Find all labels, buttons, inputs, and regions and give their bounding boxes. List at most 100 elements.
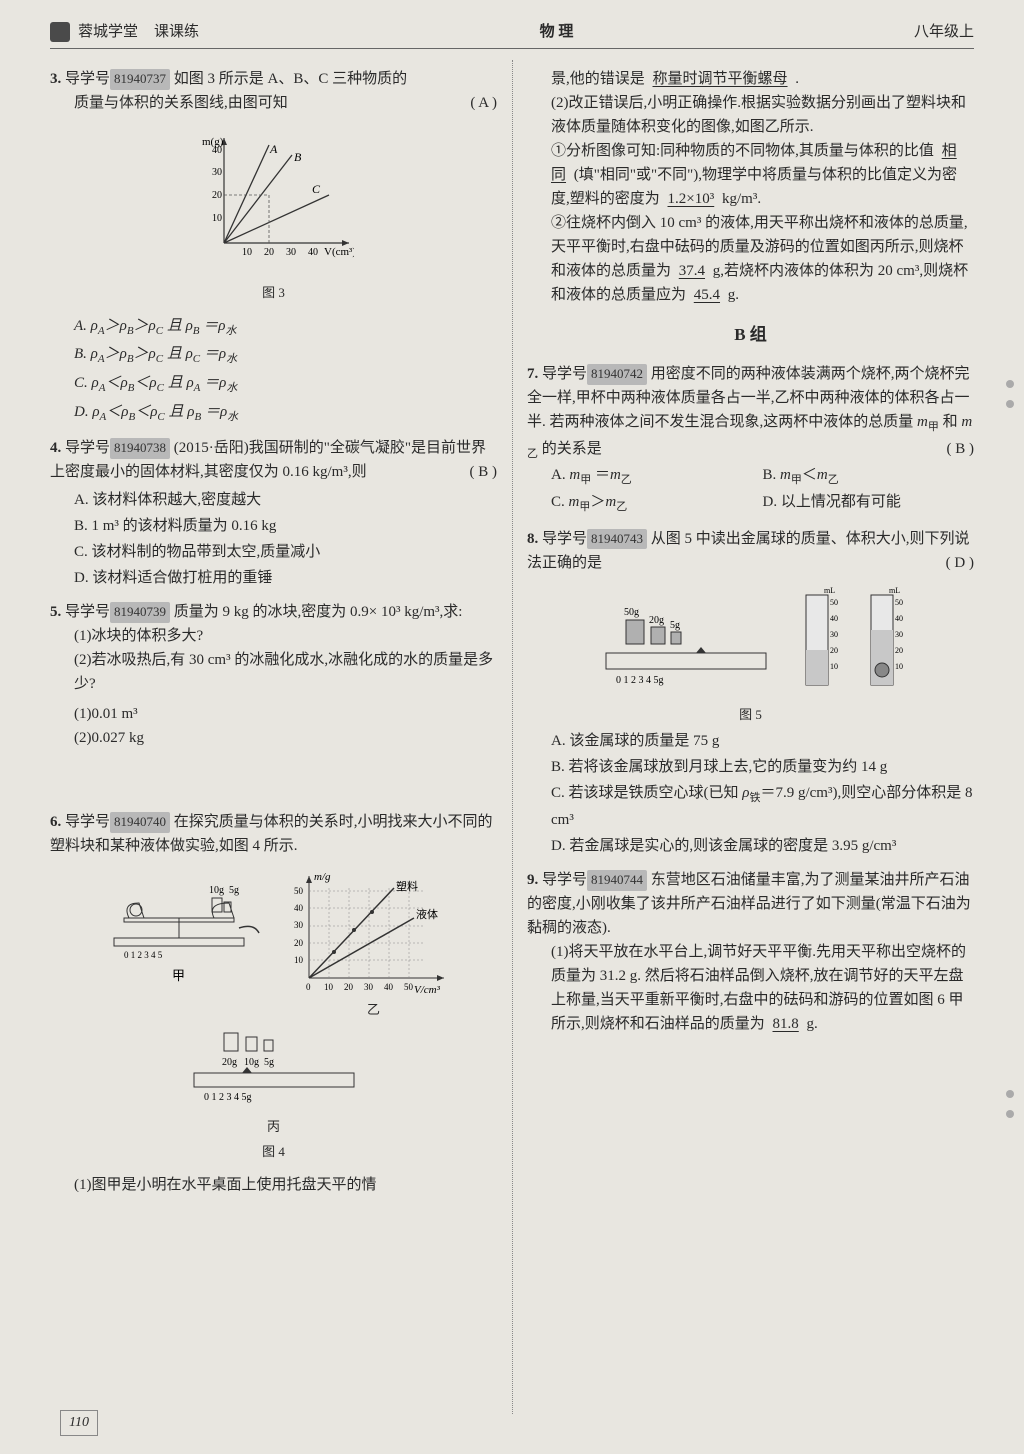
q3-opt-d: D. ρA＜ρB＜ρC 且 ρB ＝ρ水 xyxy=(74,400,497,427)
svg-text:30: 30 xyxy=(294,920,304,930)
q3-number: 3. xyxy=(50,71,61,87)
q8-opt-a: A. 该金属球的质量是 75 g xyxy=(551,729,974,753)
svg-text:30: 30 xyxy=(286,247,296,258)
svg-text:20: 20 xyxy=(830,646,838,655)
q6-err-b: . xyxy=(795,71,799,87)
q4-number: 4. xyxy=(50,440,61,456)
guide-label: 导学号 xyxy=(65,440,110,456)
q5-sub2: (2)若冰吸热后,有 30 cm³ 的冰融化成水,冰融化成的水的质量是多少? xyxy=(74,648,497,696)
svg-text:20g: 20g xyxy=(222,1057,237,1068)
p2-c: g. xyxy=(728,287,739,303)
q9-sub1-a: (1)将天平放在水平台上,调节好天平平衡.先用天平称出空烧杯的质量为 31.2 … xyxy=(551,944,966,1032)
guide-id: 81940740 xyxy=(110,812,170,833)
svg-text:30: 30 xyxy=(830,630,838,639)
q3-opt-c: C. ρA＜ρB＜ρC 且 ρA ＝ρ水 xyxy=(74,371,497,398)
figure-5: 50g 20g 5g 0 1 2 3 4 5g 50 40 30 20 10 xyxy=(527,585,974,695)
svg-text:mL: mL xyxy=(824,586,835,595)
q8-opt-b: B. 若将该金属球放到月球上去,它的质量变为约 14 g xyxy=(551,755,974,779)
logo-icon xyxy=(50,22,70,42)
question-8: 8. 导学号81940743 从图 5 中读出金属球的质量、体积大小,则下列说法… xyxy=(527,527,974,858)
svg-text:50: 50 xyxy=(830,598,838,607)
svg-text:A: A xyxy=(269,142,278,156)
q9-sub1-blank: 81.8 xyxy=(769,1016,803,1032)
fig4-bing-cap: 丙 xyxy=(50,1117,497,1138)
right-column: 景,他的错误是 称量时调节平衡螺母 . (2)改正错误后,小明正确操作.根据实验… xyxy=(527,67,974,1207)
q5-sub1: (1)冰块的体积多大? xyxy=(74,624,497,648)
svg-text:0 1 2 3 4 5g: 0 1 2 3 4 5g xyxy=(616,675,664,686)
svg-text:10: 10 xyxy=(895,662,903,671)
svg-text:20: 20 xyxy=(895,646,903,655)
fig4-caption: 图 4 xyxy=(50,1142,497,1163)
svg-text:40: 40 xyxy=(212,145,222,156)
svg-text:0 1 2 3 4 5: 0 1 2 3 4 5 xyxy=(124,950,163,960)
fig5-weights-svg: 50g 20g 5g 0 1 2 3 4 5g xyxy=(596,585,776,695)
svg-text:V(cm³): V(cm³) xyxy=(324,246,354,258)
header-left: 蓉城学堂 课课练 xyxy=(50,20,199,44)
q6-sub1: (1)图甲是小明在水平桌面上使用托盘天平的情 xyxy=(74,1173,497,1197)
p1-a: ①分析图像可知:同种物质的不同物体,其质量与体积的比值 xyxy=(551,143,934,159)
svg-text:5g: 5g xyxy=(264,1057,274,1068)
q3-text-b: 质量与体积的关系图线,由图可知 xyxy=(74,95,288,111)
q6-err-a: 景,他的错误是 xyxy=(551,71,645,87)
binding-hole-icon xyxy=(1006,400,1014,408)
svg-text:40: 40 xyxy=(895,614,903,623)
guide-id: 81940742 xyxy=(587,364,647,385)
svg-text:mL: mL xyxy=(889,586,900,595)
fig5-caption: 图 5 xyxy=(527,705,974,726)
ruler-bing-svg: 20g 10g 5g 0 1 2 3 4 5g xyxy=(174,1025,374,1105)
q8-opt-c: C. 若该球是铁质空心球(已知 ρ铁＝7.9 g/cm³),则空心部分体积是 8… xyxy=(551,781,974,832)
fig3-caption: 图 3 xyxy=(50,283,497,304)
svg-text:V/cm³: V/cm³ xyxy=(414,984,441,996)
q6-number: 6. xyxy=(50,814,61,830)
section-b-title: B 组 xyxy=(527,321,974,348)
p1-c: kg/m³. xyxy=(722,191,761,207)
svg-text:10: 10 xyxy=(830,662,838,671)
q3-answer: ( A ) xyxy=(470,91,497,115)
q3-opt-b: B. ρA＞ρB＞ρC 且 ρC ＝ρ水 xyxy=(74,342,497,369)
guide-id: 81940739 xyxy=(110,602,170,623)
svg-text:10: 10 xyxy=(324,982,334,992)
binding-hole-icon xyxy=(1006,1090,1014,1098)
q7-number: 7. xyxy=(527,366,538,382)
svg-text:甲: 甲 xyxy=(172,968,185,983)
q4-opt-c: C. 该材料制的物品带到太空,质量减小 xyxy=(74,540,497,564)
svg-text:5g: 5g xyxy=(670,620,680,631)
balance-svg: 10g 5g 0 1 2 3 4 5 甲 xyxy=(94,868,264,988)
question-6: 6. 导学号81940740 在探究质量与体积的关系时,小明找来大小不同的塑料块… xyxy=(50,810,497,1196)
q3-opt-a: A. ρA＞ρB＞ρC 且 ρB ＝ρ水 xyxy=(74,314,497,341)
svg-text:50g: 50g xyxy=(624,607,639,618)
q8-opt-d: D. 若金属球是实心的,则该金属球的密度是 3.95 g/cm³ xyxy=(551,834,974,858)
question-9: 9. 导学号81940744 东营地区石油储量丰富,为了测量某油井所产石油的密度… xyxy=(527,868,974,1036)
question-7: 7. 导学号81940742 用密度不同的两种液体装满两个烧杯,两个烧杯完全一样… xyxy=(527,362,974,516)
svg-text:10: 10 xyxy=(294,955,304,965)
svg-text:50: 50 xyxy=(294,886,304,896)
guide-id: 81940737 xyxy=(110,69,170,90)
figure-4-row1: 10g 5g 0 1 2 3 4 5 甲 m/g V/cm³ 10 20 30 xyxy=(50,868,497,998)
grade-text: 八年级上 xyxy=(914,20,974,44)
guide-id: 81940743 xyxy=(587,529,647,550)
fig4-yi: 乙 xyxy=(250,1000,497,1021)
brand-text: 蓉城学堂 xyxy=(78,20,138,44)
question-3: 3. 导学号81940737 如图 3 所示是 A、B、C 三种物质的 质量与体… xyxy=(50,67,497,426)
svg-text:C: C xyxy=(312,182,321,196)
question-5: 5. 导学号81940739 质量为 9 kg 的冰块,密度为 0.9× 10³… xyxy=(50,600,497,750)
q5-number: 5. xyxy=(50,604,61,620)
fig5-cyl2-svg: 50 40 30 20 10 mL xyxy=(861,585,906,695)
q6-p1: ①分析图像可知:同种物质的不同物体,其质量与体积的比值 相同 (填"相同"或"不… xyxy=(551,139,974,211)
q9-number: 9. xyxy=(527,872,538,888)
q6-err-blank: 称量时调节平衡螺母 xyxy=(649,71,792,87)
q7-opt-d: D. 以上情况都有可能 xyxy=(763,490,975,517)
svg-text:10: 10 xyxy=(242,247,252,258)
guide-label: 导学号 xyxy=(65,71,110,87)
q4-answer: ( B ) xyxy=(470,460,498,484)
svg-text:B: B xyxy=(294,150,302,164)
graph-svg: m/g V/cm³ 10 20 30 40 50 0 10 20 30 40 5… xyxy=(284,868,454,998)
q5-text: 质量为 9 kg 的冰块,密度为 0.9× 10³ kg/m³,求: xyxy=(174,604,463,620)
svg-text:10: 10 xyxy=(212,213,222,224)
page-number: 110 xyxy=(60,1410,98,1436)
page-header: 蓉城学堂 课课练 物 理 八年级上 xyxy=(50,20,974,49)
svg-text:10g: 10g xyxy=(209,885,224,896)
svg-text:20: 20 xyxy=(294,938,304,948)
chart-3-svg: m(g) V(cm³) 10 20 30 40 10 20 30 40 A B … xyxy=(194,133,354,263)
svg-text:20: 20 xyxy=(212,190,222,201)
